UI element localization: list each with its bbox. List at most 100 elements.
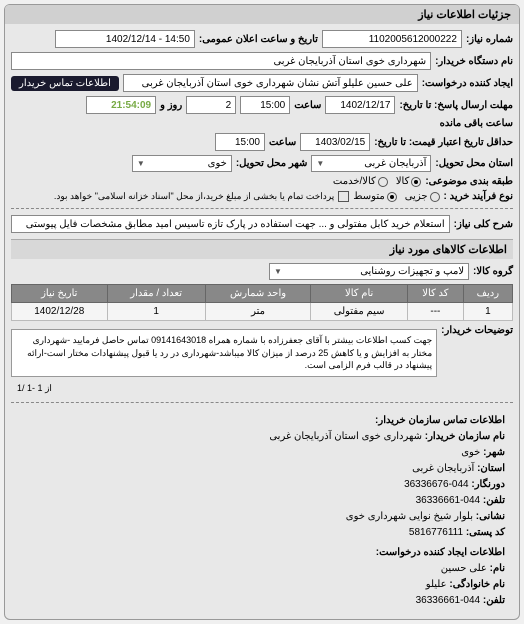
footer-line-fax: دورنگار: 044-36336676 [19,477,505,493]
creator-label: ایجاد کننده درخواست: [422,78,513,89]
fax-value: 044-36336676 [404,479,469,490]
radio-goods-service[interactable]: کالا/خدمت [333,176,388,187]
cell-unit: متر [205,303,311,321]
goods-group-label: گروه کالا: [473,266,513,277]
remain-time-field: 21:54:09 [86,96,156,114]
reply-time-label: ساعت [294,100,321,111]
address-label: نشانی: [476,511,505,522]
row-creator: ایجاد کننده درخواست: علی حسین علیلو آتش … [11,74,513,92]
validity-time-field: 15:00 [215,133,265,151]
row-reply-deadline: مهلت ارسال پاسخ: تا تاریخ: 1402/12/17 سا… [11,96,513,129]
announce-label: تاریخ و ساعت اعلان عمومی: [199,34,318,45]
goods-group-value: لامپ و تجهیزات روشنایی [360,266,464,277]
phone-value: 044-36336661 [416,495,481,506]
delivery-city-label: شهر محل تحویل: [236,158,308,169]
radio-medium[interactable]: متوسط [353,191,396,202]
footer-line-org: نام سازمان خریدار: شهرداری خوی استان آذر… [19,429,505,445]
footer-line-province: استان: آذربایجان غربی [19,461,505,477]
validity-time-label: ساعت [269,137,296,148]
radio-dot-icon [387,192,397,202]
footer-line-phone: تلفن: 044-36336661 [19,493,505,509]
buyer-org-label: نام دستگاه خریدار: [435,56,513,67]
radio-goods-service-label: کالا/خدمت [333,176,376,187]
col-date: تاریخ نیاز [12,285,108,303]
row-goods-group: گروه کالا: لامپ و تجهیزات روشنایی ▼ [11,263,513,280]
table-header-row: ردیف کد کالا نام کالا واحد شمارش تعداد /… [12,285,513,303]
delivery-province-value: آذربایجان غربی [364,158,426,169]
separator [11,402,513,403]
province-value: آذربایجان غربی [412,463,474,474]
org-label: نام سازمان خریدار: [425,431,505,442]
chevron-down-icon: ▼ [274,267,282,276]
purchase-type-label: نوع فرآیند خرید : [444,191,513,202]
col-name: نام کالا [311,285,408,303]
validity-label: حداقل تاریخ اعتبار قیمت: تا تاریخ: [374,137,513,148]
org-value: شهرداری خوی استان آذربایجان غربی [269,431,422,442]
footer-line-city: شهر: خوی [19,445,505,461]
treasury-checkbox[interactable] [338,191,349,202]
radio-medium-label: متوسط [353,191,384,202]
family-value: علیلو [426,579,447,590]
request-no-field: 1102005612000222 [322,30,462,48]
row-subject: شرح کلی نیاز: استعلام خرید کابل مفتولی و… [11,215,513,233]
col-code: کد کالا [408,285,464,303]
footer-contact-info: اطلاعات تماس سازمان خریدار: نام سازمان خ… [11,409,513,613]
goods-group-select[interactable]: لامپ و تجهیزات روشنایی ▼ [269,263,469,280]
name-label: نام: [490,563,505,574]
row-request-no: شماره نیاز: 1102005612000222 تاریخ و ساع… [11,30,513,48]
creator-field: علی حسین علیلو آتش نشان شهرداری خوی استا… [123,74,418,92]
buyer-notes-box: جهت کسب اطلاعات بیشتر با آقای جعفرزاده ب… [11,329,437,377]
footer-section-title: اطلاعات تماس سازمان خریدار: [19,413,505,429]
phone-label: تلفن: [483,495,505,506]
request-no-label: شماره نیاز: [466,34,513,45]
goods-section-header: اطلاعات کالاهای مورد نیاز [11,239,513,259]
col-row: ردیف [463,285,512,303]
postal-label: کد پستی: [466,527,505,538]
contact-info-button[interactable]: اطلاعات تماس خریدار [11,76,119,91]
row-delivery-location: استان محل تحویل: آذربایجان غربی ▼ شهر مح… [11,155,513,172]
classification-label: طبقه بندی موضوعی: [425,176,513,187]
announce-field: 14:50 - 1402/12/14 [55,30,195,48]
reply-time-field: 15:00 [240,96,290,114]
delivery-city-value: خوی [208,158,227,169]
radio-goods[interactable]: کالا [396,176,422,187]
tel-value: 044-36336661 [416,595,481,606]
row-purchase-type: نوع فرآیند خرید : جزیی متوسط پرداخت تمام… [11,191,513,202]
footer-line-tel: تلفن: 044-36336661 [19,593,505,609]
radio-dot-icon [411,177,421,187]
family-label: نام خانوادگی: [449,579,505,590]
remain-days-field: 2 [186,96,236,114]
treasury-note: پرداخت تمام یا بخشی از مبلغ خرید،از محل … [54,191,334,202]
buyer-org-field: شهرداری خوی استان آذربایجان غربی [11,52,431,70]
panel-title: جزئیات اطلاعات نیاز [5,5,519,24]
cell-row: 1 [463,303,512,321]
radio-small-label: جزیی [405,191,428,202]
fax-label: دورنگار: [471,479,505,490]
tel-label: تلفن: [483,595,505,606]
reply-deadline-label: مهلت ارسال پاسخ: تا تاریخ: [399,100,513,111]
footer-line-name: نام: علی حسین [19,561,505,577]
subject-label: شرح کلی نیاز: [454,219,513,230]
col-qty: تعداد / مقدار [107,285,205,303]
city-value: خوی [461,447,480,458]
row-classification: طبقه بندی موضوعی: کالا کالا/خدمت [11,176,513,187]
cell-date: 1402/12/28 [12,303,108,321]
province-label: استان: [477,463,505,474]
cell-name: سیم مفتولی [311,303,408,321]
remain-suffix: ساعت باقی مانده [440,118,513,129]
footer-line-postal: کد پستی: 5816776111 [19,525,505,541]
details-panel: جزئیات اطلاعات نیاز شماره نیاز: 11020056… [4,4,520,620]
radio-small[interactable]: جزیی [405,191,440,202]
cell-qty: 1 [107,303,205,321]
creator-section-title: اطلاعات ایجاد کننده درخواست: [19,545,505,561]
buyer-notes-label: توضیحات خریدار: [441,325,513,336]
row-buyer-org: نام دستگاه خریدار: شهرداری خوی استان آذر… [11,52,513,70]
radio-dot-icon [378,177,388,187]
delivery-city-select[interactable]: خوی ▼ [132,155,232,172]
col-unit: واحد شمارش [205,285,311,303]
delivery-province-select[interactable]: آذربایجان غربی ▼ [311,155,431,172]
classification-radio-group: کالا کالا/خدمت [333,176,421,187]
chevron-down-icon: ▼ [316,159,324,168]
chevron-down-icon: ▼ [137,159,145,168]
table-row[interactable]: 1 --- سیم مفتولی متر 1 1402/12/28 [12,303,513,321]
